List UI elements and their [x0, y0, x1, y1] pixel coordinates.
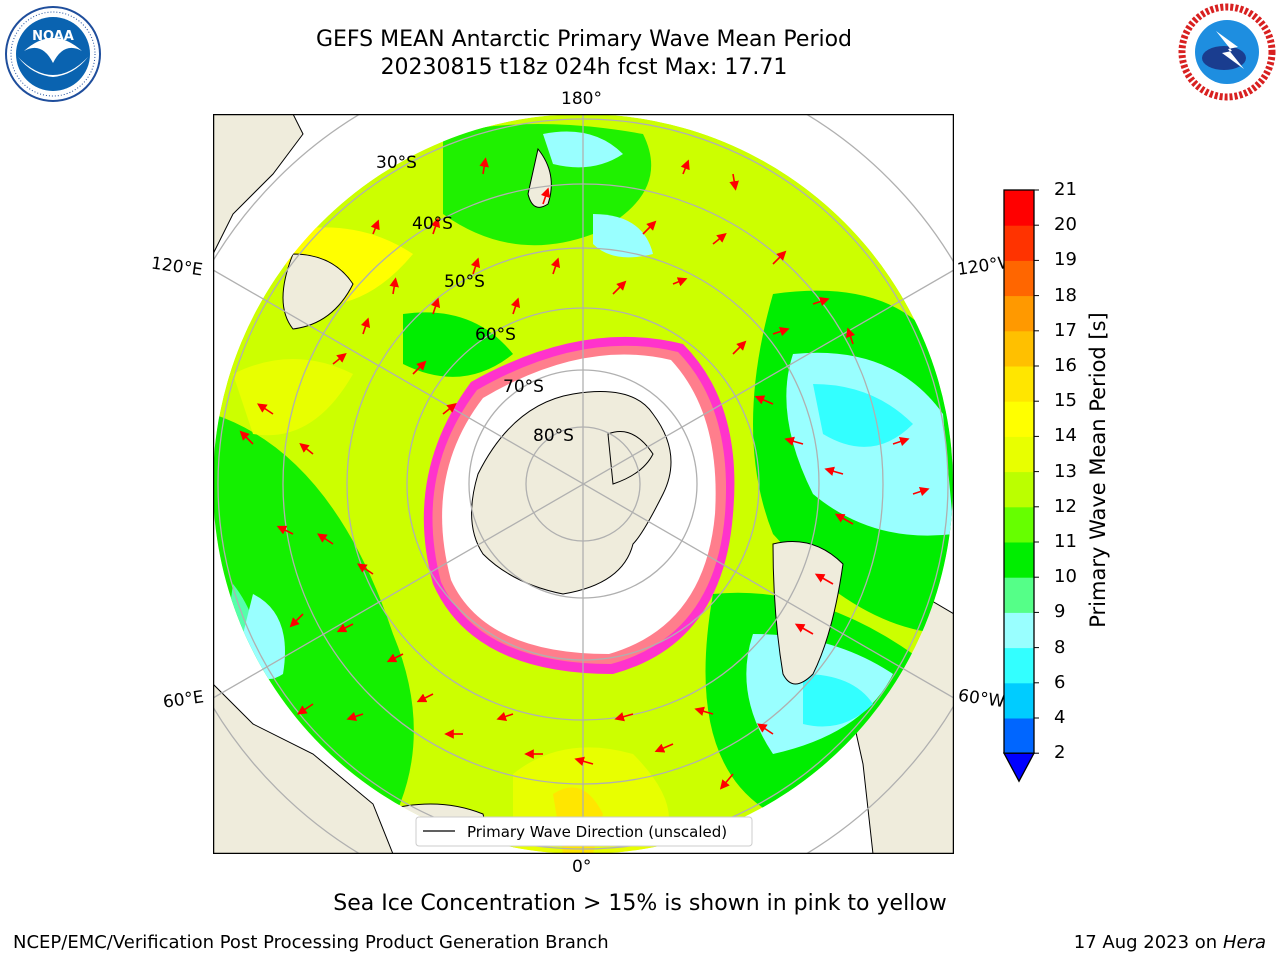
colorbar-band [1004, 682, 1034, 719]
lon-label-180: 180° [561, 89, 602, 109]
colorbar-tick-label: 14 [1054, 425, 1077, 447]
colorbar-band [1004, 577, 1034, 613]
branch-credit: NCEP/EMC/Verification Post Processing Pr… [13, 932, 609, 953]
lat-label-70s: 70°S [503, 377, 544, 397]
lon-label-120e: 120°E [149, 253, 204, 281]
colorbar-band [1004, 190, 1034, 226]
map-subtitle: 20230815 t18z 024h fcst Max: 17.71 [380, 55, 788, 80]
colorbar-band [1004, 401, 1034, 437]
colorbar-band [1004, 295, 1034, 332]
sea-ice-note: Sea Ice Concentration > 15% is shown in … [333, 891, 947, 916]
colorbar-band [1004, 506, 1034, 543]
colorbar-band [1004, 330, 1034, 367]
lon-label-60e: 60°E [161, 687, 206, 713]
colorbar-band [1004, 612, 1034, 649]
wave-direction-arrows [239, 157, 930, 790]
lat-label-40s: 40°S [412, 214, 453, 234]
map-legend: Primary Wave Direction (unscaled) [415, 816, 753, 847]
colorbar-tick-label: 16 [1054, 355, 1077, 376]
noaa-logo-text: NOAA [32, 29, 74, 44]
lat-label-50s: 50°S [444, 272, 485, 292]
colorbar-band [1004, 718, 1034, 754]
date-text: 17 Aug 2023 on [1073, 932, 1218, 953]
colorbar-band [1004, 260, 1034, 297]
colorbar-tick-label: 21 [1054, 179, 1077, 200]
machine-name: Hera [1222, 932, 1266, 953]
colorbar-tick-label: 20 [1054, 214, 1077, 236]
colorbar-tick-label: 8 [1054, 636, 1066, 658]
polar-map: 30°S 40°S 50°S 60°S 70°S 80°S Primary Wa… [213, 114, 954, 854]
colorbar-tick-label: 9 [1054, 601, 1066, 623]
nws-logo [1178, 3, 1276, 101]
colorbar-extend-triangle [1002, 752, 1036, 783]
map-title: GEFS MEAN Antarctic Primary Wave Mean Pe… [315, 27, 853, 52]
colorbar-band [1004, 647, 1034, 684]
colorbar-band [1004, 436, 1034, 473]
colorbar-band [1004, 542, 1034, 578]
lat-label-80s: 80°S [533, 426, 574, 446]
colorbar-band [1004, 225, 1034, 261]
noaa-logo: NOAA [5, 6, 101, 102]
colorbar-band [1004, 471, 1034, 508]
lat-label-30s: 30°S [376, 153, 417, 173]
colorbar-tick-label: 19 [1054, 249, 1077, 271]
colorbar-tick-label: 12 [1054, 495, 1077, 517]
colorbar [1002, 189, 1039, 783]
lat-label-60s: 60°S [475, 325, 516, 345]
date-stamp: 17 Aug 2023 on Hera [1074, 932, 1266, 953]
colorbar-tick-label: 6 [1054, 671, 1066, 693]
graticule [213, 114, 954, 854]
colorbar-band [1004, 366, 1034, 402]
lon-label-0: 0° [572, 857, 592, 877]
colorbar-tick-label: 17 [1054, 319, 1077, 341]
colorbar-tick-label: 4 [1054, 707, 1066, 728]
lon-label-60w: 60°W [956, 685, 1007, 713]
colorbar-tick-label: 10 [1054, 566, 1077, 588]
legend-label: Primary Wave Direction (unscaled) [467, 823, 727, 841]
latitude-labels: 30°S 40°S 50°S 60°S 70°S 80°S [376, 153, 574, 446]
colorbar-tick-label: 2 [1054, 742, 1066, 764]
colorbar-tick-label: 15 [1054, 390, 1077, 412]
colorbar-tick-label: 11 [1054, 531, 1077, 552]
colorbar-tick-label: 13 [1054, 460, 1077, 482]
colorbar-tick-label: 18 [1054, 284, 1077, 306]
colorbar-label: Primary Wave Mean Period [s] [1086, 312, 1110, 628]
